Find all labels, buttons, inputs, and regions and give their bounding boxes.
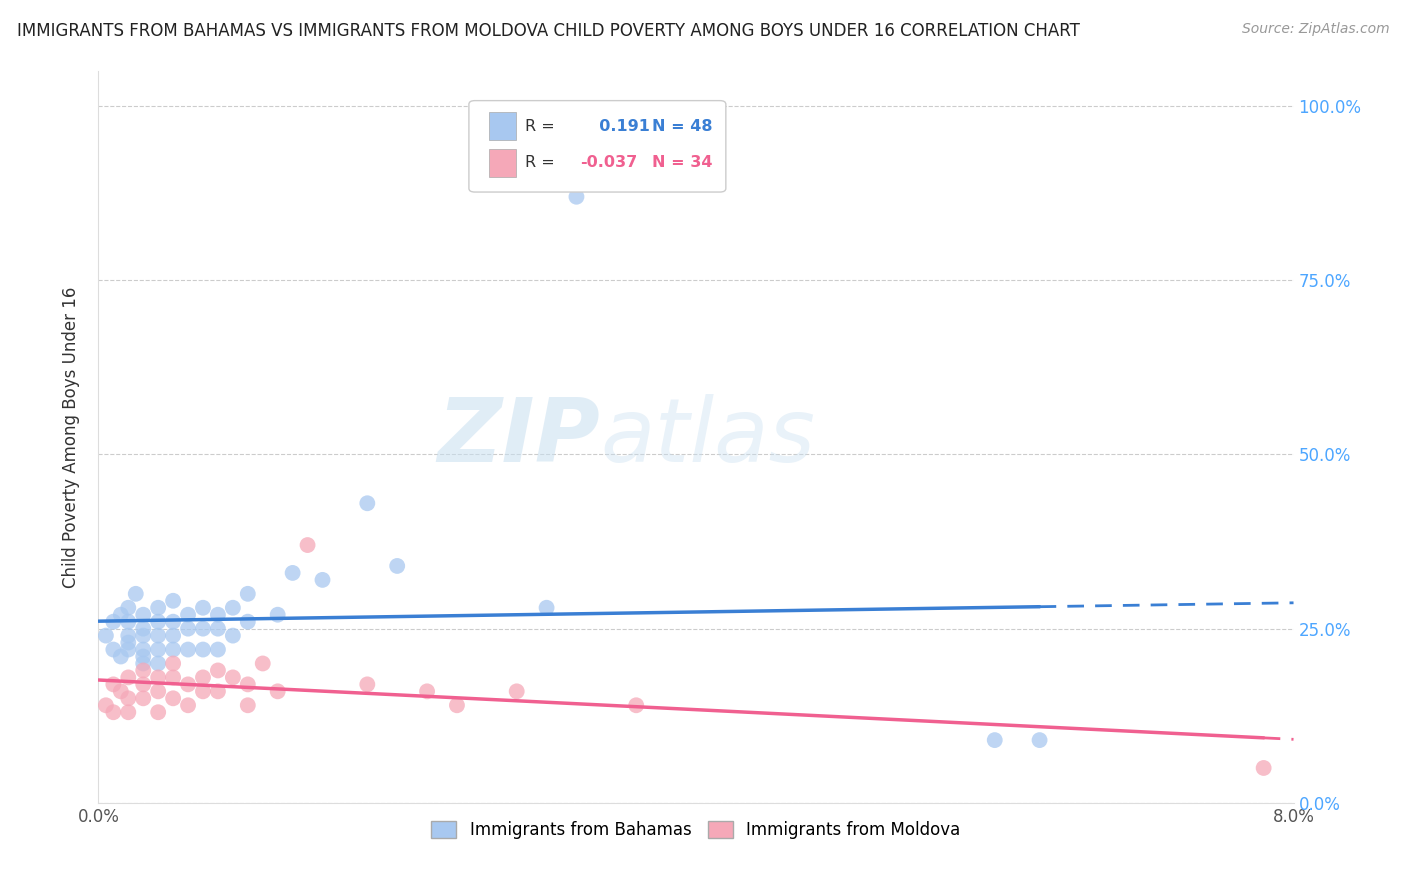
Point (565, 190, 588, 204)
Point (125, 587, 148, 601)
Point (177, 677, 200, 691)
Point (267, 684, 290, 698)
Point (117, 629, 139, 643)
Point (267, 607, 290, 622)
Point (222, 670, 245, 684)
Point (177, 698, 200, 713)
Point (236, 698, 259, 713)
Point (162, 670, 184, 684)
Point (385, 558, 409, 573)
Point (103, 615, 125, 629)
Point (117, 670, 139, 684)
Point (148, 615, 170, 629)
Point (162, 642, 184, 657)
Point (132, 607, 155, 622)
Text: ZIP: ZIP (437, 393, 600, 481)
Point (252, 657, 274, 671)
Point (148, 684, 170, 698)
Text: atlas: atlas (600, 394, 815, 480)
Point (236, 677, 259, 691)
Point (148, 657, 170, 671)
FancyBboxPatch shape (489, 149, 516, 177)
Point (1253, 761, 1275, 775)
Point (110, 684, 132, 698)
Point (162, 594, 184, 608)
Point (117, 615, 139, 629)
Point (148, 705, 170, 719)
Point (148, 670, 170, 684)
Point (132, 664, 155, 678)
Point (94, 698, 117, 713)
Point (506, 684, 529, 698)
Point (132, 657, 155, 671)
Point (207, 664, 229, 678)
Point (177, 642, 200, 657)
Point (103, 677, 125, 691)
Point (148, 600, 170, 615)
Point (148, 642, 170, 657)
Text: -0.037: -0.037 (581, 155, 637, 170)
Text: R =: R = (524, 119, 555, 134)
Point (132, 642, 155, 657)
Text: Source: ZipAtlas.com: Source: ZipAtlas.com (1241, 22, 1389, 37)
Point (191, 600, 214, 615)
Point (984, 733, 1007, 747)
Text: N = 48: N = 48 (652, 119, 713, 134)
Text: IMMIGRANTS FROM BAHAMAS VS IMMIGRANTS FROM MOLDOVA CHILD POVERTY AMONG BOYS UNDE: IMMIGRANTS FROM BAHAMAS VS IMMIGRANTS FR… (17, 22, 1080, 40)
Point (177, 622, 200, 636)
Point (356, 677, 378, 691)
Point (132, 677, 155, 691)
Point (222, 629, 245, 643)
Text: 0.191: 0.191 (589, 119, 651, 134)
Point (117, 600, 139, 615)
Point (162, 691, 184, 706)
Point (222, 600, 245, 615)
Point (110, 607, 132, 622)
Point (103, 642, 125, 657)
Point (191, 642, 214, 657)
Point (110, 649, 132, 664)
Point (356, 496, 378, 510)
Point (311, 573, 333, 587)
Point (297, 538, 319, 552)
Point (117, 635, 139, 649)
Point (162, 615, 184, 629)
Point (132, 622, 155, 636)
Point (148, 629, 170, 643)
Text: N = 34: N = 34 (652, 155, 713, 170)
Point (207, 642, 229, 657)
Point (132, 649, 155, 664)
Point (236, 587, 259, 601)
Point (626, 698, 648, 713)
Point (1028, 733, 1050, 747)
Point (117, 705, 139, 719)
Point (117, 691, 139, 706)
Point (117, 642, 139, 657)
FancyBboxPatch shape (489, 112, 516, 140)
Point (103, 705, 125, 719)
Text: R =: R = (524, 155, 555, 170)
Point (132, 691, 155, 706)
Point (191, 670, 214, 684)
Point (281, 566, 304, 580)
Y-axis label: Child Poverty Among Boys Under 16: Child Poverty Among Boys Under 16 (62, 286, 80, 588)
Point (207, 607, 229, 622)
Point (416, 684, 439, 698)
Point (191, 622, 214, 636)
Point (207, 622, 229, 636)
Point (446, 698, 468, 713)
Point (191, 684, 214, 698)
Legend: Immigrants from Bahamas, Immigrants from Moldova: Immigrants from Bahamas, Immigrants from… (425, 814, 967, 846)
Point (177, 607, 200, 622)
FancyBboxPatch shape (470, 101, 725, 192)
Point (132, 629, 155, 643)
Point (207, 684, 229, 698)
Point (236, 615, 259, 629)
Point (162, 629, 184, 643)
Point (94, 629, 117, 643)
Point (536, 600, 558, 615)
Point (162, 657, 184, 671)
